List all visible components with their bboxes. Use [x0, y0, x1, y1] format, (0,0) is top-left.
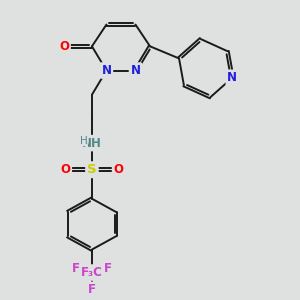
- Text: F: F: [104, 262, 112, 275]
- Text: F: F: [88, 283, 96, 296]
- Text: F: F: [72, 262, 80, 275]
- Text: N: N: [130, 64, 140, 77]
- Text: N: N: [227, 71, 237, 84]
- Text: O: O: [114, 163, 124, 176]
- Text: N: N: [101, 64, 112, 77]
- Text: NH: NH: [82, 136, 102, 150]
- Text: O: O: [60, 163, 70, 176]
- Text: H: H: [80, 136, 87, 146]
- Text: F₃C: F₃C: [81, 266, 103, 279]
- Text: S: S: [87, 163, 97, 176]
- Text: O: O: [59, 40, 69, 53]
